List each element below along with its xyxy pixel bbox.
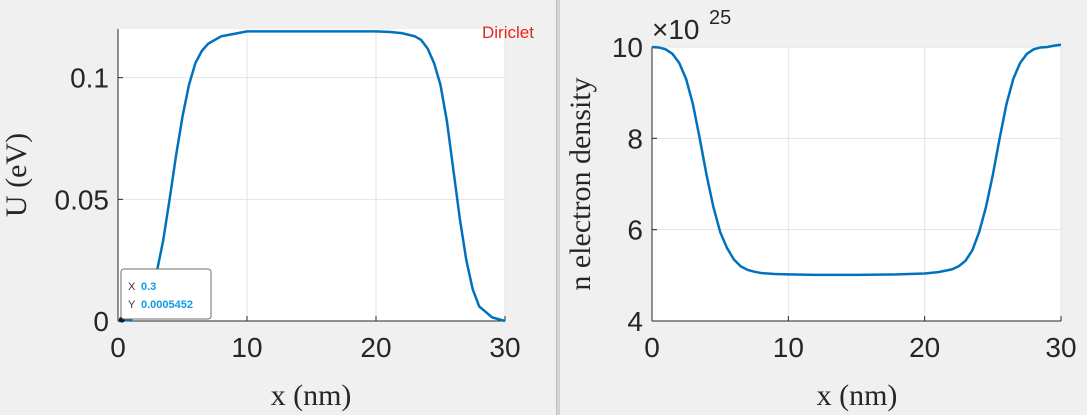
y-tick-label: 0.05 [55,184,110,215]
y-tick-label: 8 [627,123,643,154]
datatip-x-value: 0.3 [141,281,156,293]
axes [117,29,506,322]
datatip-box[interactable] [120,268,212,320]
left-figure-panel: 0 10 20 30 0 0.05 0.1 X 0.3 Y 0.0005452 Diric… [0,0,556,415]
x-tick-label: 30 [1045,332,1076,363]
density-chart[interactable]: 0 10 20 30 4 6 8 10 ×10 25 x (nm) n electron d… [560,0,1087,415]
x-axis-label: x (nm) [271,379,352,412]
y-tick-label: 0 [93,306,109,337]
y-axis-label: n electron density [564,77,597,290]
y-tick-labels: 0 0.05 0.1 [55,63,110,337]
x-tick-label: 20 [360,332,391,363]
x-tick-labels: 0 10 20 30 [644,332,1076,363]
x-tick-labels: 0 10 20 30 [110,332,520,363]
series-line-density[interactable] [651,43,1062,277]
x-tick-label: 0 [110,332,126,363]
datatip-x-key: X [128,281,136,293]
y-tick-labels: 4 6 8 10 [612,32,643,337]
datatip-y-value: 0.0005452 [141,299,193,311]
y-tick-label: 6 [627,215,643,246]
exponent-power: 25 [709,7,731,29]
right-figure-panel: 0 10 20 30 4 6 8 10 ×10 25 x (nm) n electron d… [560,0,1087,415]
x-tick-label: 10 [231,332,262,363]
dirichlet-annotation: Diriclet [482,23,534,42]
x-tick-label: 30 [489,332,520,363]
y-axis-label: U (eV) [0,133,33,217]
datatip-y-key: Y [128,299,136,311]
series-line-potential[interactable] [117,30,506,323]
exponent-base: ×10 [652,14,700,45]
y-tick-label: 0.1 [70,63,109,94]
plot-area[interactable] [652,47,1061,321]
x-tick-label: 10 [773,332,804,363]
panel-divider[interactable] [556,0,560,415]
y-tick-label: 4 [627,306,643,337]
x-tick-label: 20 [909,332,940,363]
x-axis-label: x (nm) [817,379,898,412]
potential-chart[interactable]: 0 10 20 30 0 0.05 0.1 X 0.3 Y 0.0005452 Diric… [0,0,556,415]
datatip[interactable]: X 0.3 Y 0.0005452 [120,268,212,320]
axis-exponent: ×10 25 [652,7,731,45]
y-tick-label: 10 [612,32,643,63]
x-tick-label: 0 [644,332,660,363]
